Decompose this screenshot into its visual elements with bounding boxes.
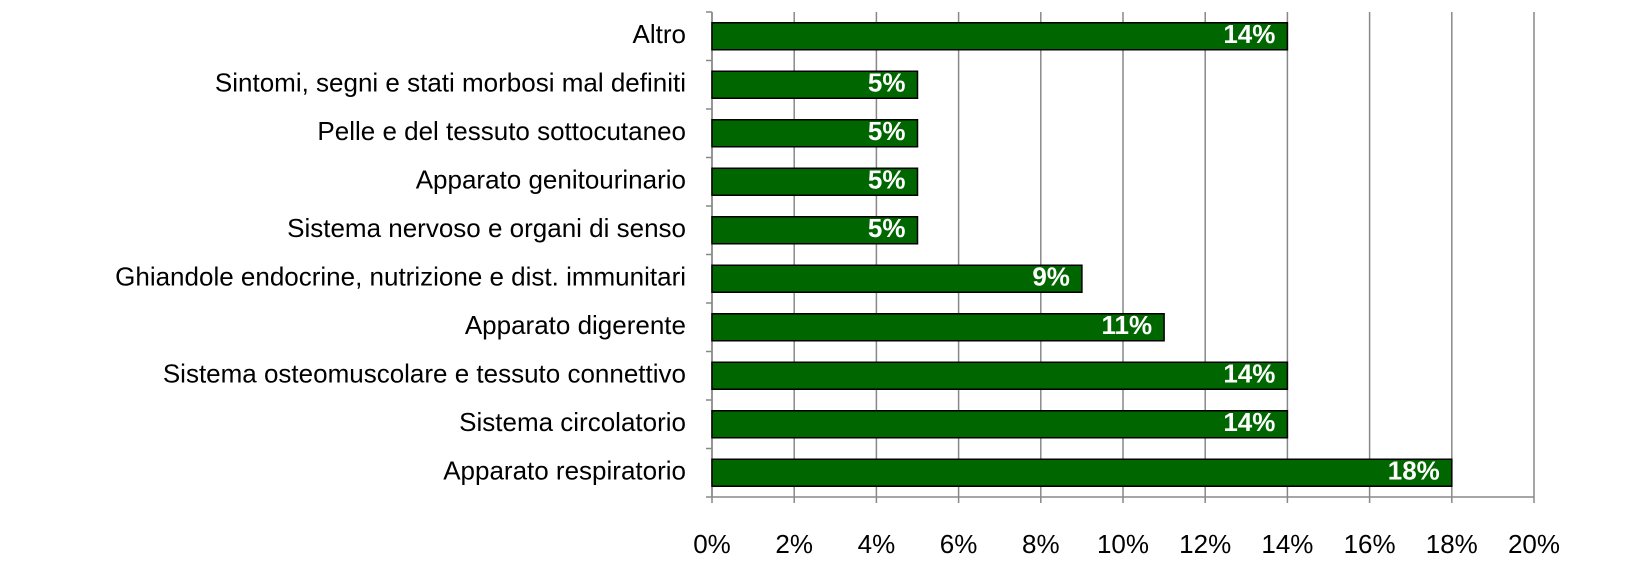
bar — [711, 264, 1083, 293]
x-tick-label: 16% — [1344, 529, 1396, 559]
y-tick-label: Ghiandole endocrine, nutrizione e dist. … — [115, 262, 686, 292]
x-tick-label: 18% — [1426, 529, 1478, 559]
bar — [711, 410, 1289, 439]
y-tick-label: Sistema osteomuscolare e tessuto connett… — [163, 359, 686, 389]
x-tick-label: 8% — [1022, 529, 1060, 559]
y-tick-label: Sintomi, segni e stati morbosi mal defin… — [215, 68, 686, 98]
x-tick-label: 0% — [693, 529, 731, 559]
x-tick-label: 6% — [940, 529, 978, 559]
value-label: 14% — [1223, 407, 1275, 437]
bar — [711, 458, 1453, 487]
y-tick-label: Apparato digerente — [465, 310, 686, 340]
value-label: 5% — [868, 165, 906, 195]
x-tick-label: 4% — [858, 529, 896, 559]
y-tick-label: Apparato respiratorio — [443, 456, 686, 486]
x-tick-label: 20% — [1508, 529, 1560, 559]
bar — [711, 216, 919, 245]
value-label: 18% — [1388, 456, 1440, 486]
value-label: 14% — [1223, 359, 1275, 389]
x-tick-label: 14% — [1261, 529, 1313, 559]
y-tick-label: Apparato genitourinario — [416, 165, 686, 195]
bar — [711, 22, 1289, 51]
value-label: 5% — [868, 68, 906, 98]
x-tick-label: 10% — [1097, 529, 1149, 559]
value-label: 5% — [868, 116, 906, 146]
bar — [711, 70, 919, 99]
y-tick-label: Sistema circolatorio — [459, 407, 686, 437]
y-tick-label: Pelle e del tessuto sottocutaneo — [317, 116, 686, 146]
bar — [711, 313, 1165, 342]
value-label: 9% — [1032, 262, 1070, 292]
x-tick-label: 2% — [775, 529, 813, 559]
value-label: 5% — [868, 213, 906, 243]
value-label: 11% — [1101, 310, 1152, 340]
x-tick-label: 12% — [1179, 529, 1231, 559]
value-label: 14% — [1223, 19, 1275, 49]
bar — [711, 119, 919, 148]
y-tick-label: Altro — [633, 19, 686, 49]
y-tick-label: Sistema nervoso e organi di senso — [287, 213, 686, 243]
bar — [711, 167, 919, 196]
bar — [711, 361, 1289, 390]
